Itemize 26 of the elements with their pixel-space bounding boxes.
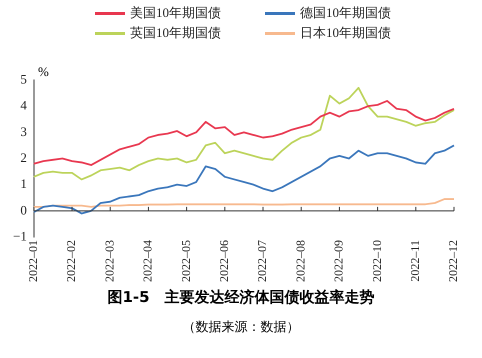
y-tick-label: 0 [20, 202, 27, 218]
x-tick-label: 2022–09 [332, 240, 346, 282]
x-tick-label: 2022–01 [26, 240, 40, 282]
x-tick-label: 2022–10 [370, 240, 384, 282]
y-tick-label: 1 [20, 176, 27, 192]
y-tick-label: −1 [12, 228, 27, 244]
y-tick-label: 3 [20, 124, 27, 139]
y-axis-title: % [38, 64, 49, 80]
text: （数据来源：数据） [182, 318, 300, 336]
legend-label: 美国10年期国债 [130, 4, 221, 22]
x-tick-label: 2022–03 [102, 240, 116, 282]
x-tick-label: 2022–04 [140, 240, 155, 282]
text: 图1-5 主要发达经济体国债收益率走势 [106, 288, 376, 307]
y-tick-label: 4 [20, 98, 28, 113]
legend-label: 英国10年期国债 [130, 24, 221, 42]
y-tick-label: 5 [20, 71, 27, 86]
x-tick-label: 2022–08 [293, 240, 308, 282]
x-tick-label: 2022–05 [178, 240, 193, 282]
x-tick-label: 2022–02 [64, 240, 78, 282]
x-tick-label: 2022–06 [216, 240, 231, 282]
legend-label: 日本10年期国债 [300, 24, 391, 42]
legend-label: 德国10年期国债 [300, 4, 391, 22]
y-tick-label: 2 [20, 150, 27, 165]
x-tick-label: 2022–11 [408, 240, 422, 282]
x-tick-label: 2022–12 [446, 240, 460, 282]
x-tick-label: 2022–07 [255, 240, 270, 282]
